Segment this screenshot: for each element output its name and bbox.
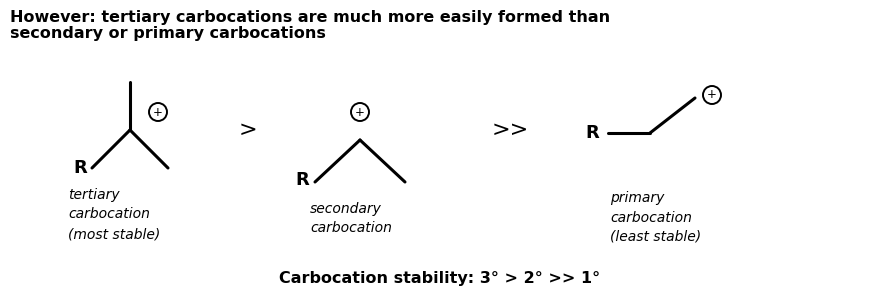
Text: R: R <box>295 171 309 189</box>
Text: secondary
carbocation: secondary carbocation <box>310 202 392 236</box>
Text: +: + <box>153 106 163 119</box>
Text: >>: >> <box>491 120 529 140</box>
Text: Carbocation stability: 3° > 2° >> 1°: Carbocation stability: 3° > 2° >> 1° <box>280 271 600 286</box>
Text: primary
carbocation
(least stable): primary carbocation (least stable) <box>610 191 701 244</box>
Text: However: tertiary carbocations are much more easily formed than: However: tertiary carbocations are much … <box>10 10 610 25</box>
Text: +: + <box>707 88 717 102</box>
Text: >: > <box>238 120 257 140</box>
Text: +: + <box>355 106 365 119</box>
Text: tertiary
carbocation
(most stable): tertiary carbocation (most stable) <box>68 188 160 241</box>
Text: R: R <box>585 124 599 142</box>
Text: R: R <box>73 159 87 177</box>
Text: secondary or primary carbocations: secondary or primary carbocations <box>10 26 326 41</box>
